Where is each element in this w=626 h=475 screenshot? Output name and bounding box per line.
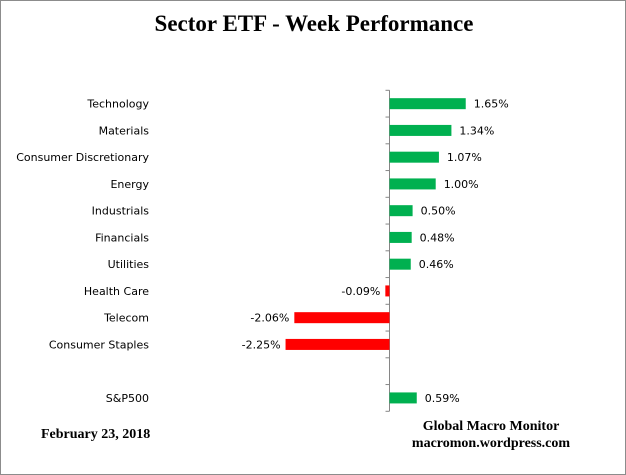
category-label: Telecom: [103, 312, 149, 325]
data-label: -0.09%: [341, 285, 380, 298]
category-label: S&P500: [106, 392, 149, 405]
bar: [389, 98, 466, 110]
bar: [389, 258, 411, 270]
category-label: Consumer Discretionary: [16, 151, 149, 164]
category-label: Utilities: [108, 258, 150, 271]
category-label: Materials: [99, 124, 150, 137]
category-label: Health Care: [84, 285, 149, 298]
bar: [385, 285, 390, 297]
data-label: -2.25%: [242, 338, 281, 351]
data-label: 0.46%: [419, 258, 454, 271]
data-label: 0.48%: [420, 231, 455, 244]
bar: [389, 205, 413, 217]
bar: [294, 312, 390, 324]
data-label: 1.34%: [459, 124, 494, 137]
category-label: Energy: [110, 178, 149, 191]
bar: [285, 338, 390, 350]
category-label: Consumer Staples: [49, 338, 149, 351]
bar: [389, 151, 439, 163]
data-label: 1.00%: [444, 178, 479, 191]
bar: [389, 392, 417, 404]
data-label: 0.50%: [421, 205, 456, 218]
bar: [389, 178, 436, 190]
bar: [389, 231, 412, 243]
source-name: Global Macro Monitor: [422, 419, 560, 434]
chart-source: Global Macro Monitor macromon.wordpress.…: [381, 418, 601, 452]
source-url: macromon.wordpress.com: [411, 436, 571, 451]
category-label: Technology: [86, 98, 149, 111]
bar: [389, 124, 452, 136]
data-label: 1.65%: [474, 98, 509, 111]
chart-title: Sector ETF - Week Performance: [154, 11, 474, 36]
chart-date: February 23, 2018: [41, 427, 151, 442]
data-label: 0.59%: [425, 392, 460, 405]
category-label: Financials: [95, 231, 149, 244]
data-label: 1.07%: [447, 151, 482, 164]
category-label: Industrials: [92, 205, 150, 218]
data-label: -2.06%: [250, 312, 289, 325]
